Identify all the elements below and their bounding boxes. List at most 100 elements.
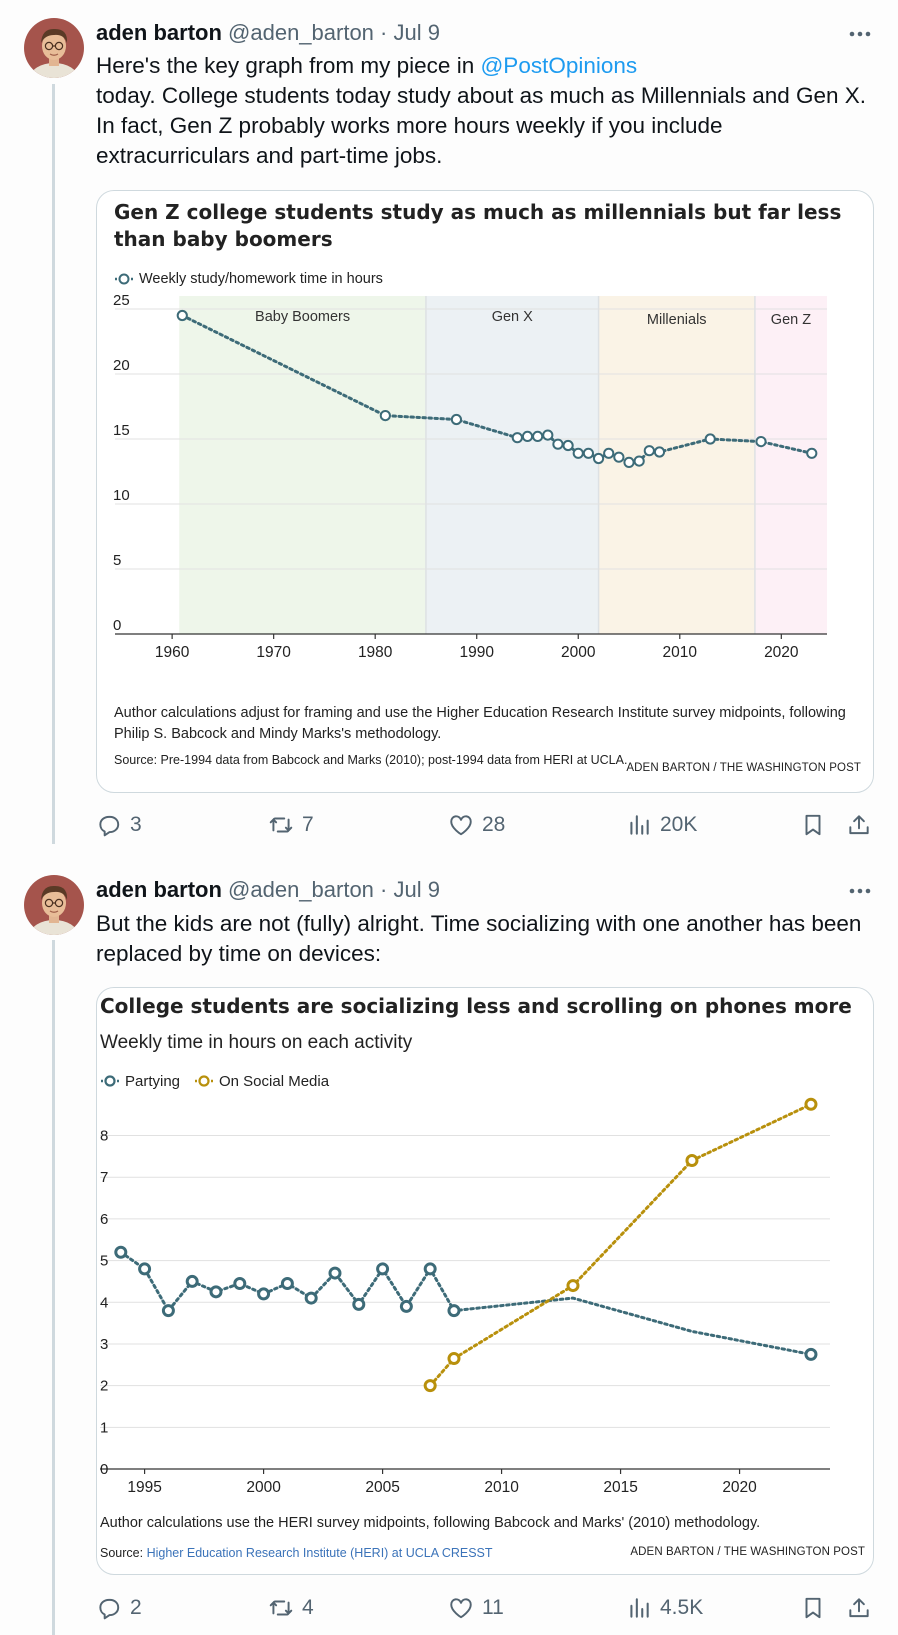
chart-note: Author calculations adjust for framing a… bbox=[114, 705, 846, 742]
data-point bbox=[572, 447, 584, 459]
more-icon[interactable] bbox=[846, 877, 874, 905]
reply-button[interactable]: 3 bbox=[96, 809, 142, 841]
reply-icon bbox=[99, 1598, 120, 1620]
tweet-header: aden barton @aden_barton · Jul 9 bbox=[96, 18, 440, 48]
data-point bbox=[257, 1287, 271, 1301]
tweet-text: Here's the key graph from my piece in @P… bbox=[96, 51, 876, 171]
y-tick-label: 15 bbox=[113, 422, 130, 439]
chart-card[interactable]: College students are socializing less an… bbox=[96, 987, 874, 1575]
share-button[interactable] bbox=[846, 809, 880, 841]
repost-count: 4 bbox=[302, 1596, 314, 1619]
x-tick-label: 1990 bbox=[459, 644, 494, 661]
avatar[interactable] bbox=[24, 18, 84, 78]
study-time-chart: Baby Boomers Gen X Millenials Gen Z 0 5 10 15 2… bbox=[113, 292, 827, 661]
avatar[interactable] bbox=[24, 875, 84, 935]
data-point bbox=[511, 432, 523, 444]
era-label: Millenials bbox=[647, 312, 707, 328]
data-point bbox=[209, 1285, 223, 1299]
views-button[interactable]: 4.5K bbox=[626, 1592, 703, 1624]
views-icon bbox=[630, 1598, 649, 1618]
era-label: Gen X bbox=[492, 309, 533, 325]
heart-icon bbox=[450, 815, 472, 836]
x-tick-label: 1980 bbox=[358, 644, 393, 661]
like-button[interactable]: 11 bbox=[448, 1592, 504, 1624]
repost-icon bbox=[269, 1600, 293, 1616]
repost-button[interactable]: 7 bbox=[268, 809, 314, 841]
data-point bbox=[552, 438, 564, 450]
y-tick-label: 25 bbox=[113, 292, 130, 309]
tweet-text: But the kids are not (fully) alright. Ti… bbox=[96, 911, 862, 966]
data-point bbox=[161, 1304, 175, 1318]
dot-separator: · bbox=[380, 877, 388, 902]
views-count: 4.5K bbox=[660, 1596, 704, 1619]
y-tick-label: 8 bbox=[100, 1128, 108, 1145]
data-point bbox=[304, 1291, 318, 1305]
data-point bbox=[643, 445, 655, 457]
legend-marker bbox=[115, 272, 133, 286]
data-point bbox=[582, 447, 595, 459]
source-link[interactable]: Higher Education Research Institute (HER… bbox=[146, 1546, 493, 1560]
reply-icon bbox=[99, 815, 120, 837]
like-button[interactable]: 28 bbox=[448, 809, 505, 841]
chart-subtitle: Weekly time in hours on each activity bbox=[100, 1032, 413, 1053]
views-button[interactable]: 20K bbox=[626, 809, 697, 841]
tweet-date[interactable]: Jul 9 bbox=[393, 20, 440, 45]
data-point bbox=[233, 1277, 247, 1290]
data-point bbox=[352, 1297, 366, 1311]
chart-card[interactable]: Gen Z college students study as much as … bbox=[96, 190, 874, 793]
share-button[interactable] bbox=[846, 1592, 880, 1624]
repost-button[interactable]: 4 bbox=[268, 1592, 314, 1624]
era-band-0 bbox=[179, 296, 426, 634]
author-name[interactable]: aden barton bbox=[96, 20, 222, 45]
legend-label: Weekly study/homework time in hours bbox=[139, 271, 383, 287]
x-tick-label: 2020 bbox=[764, 644, 799, 661]
reply-count: 3 bbox=[130, 813, 142, 836]
reply-button[interactable]: 2 bbox=[96, 1592, 142, 1624]
era-band-3 bbox=[754, 296, 827, 634]
thread-line bbox=[52, 84, 55, 844]
author-name[interactable]: aden barton bbox=[96, 877, 222, 902]
views-icon bbox=[630, 815, 649, 835]
like-count: 11 bbox=[482, 1596, 504, 1619]
y-tick-label: 3 bbox=[100, 1336, 108, 1353]
data-point bbox=[328, 1266, 342, 1280]
data-point bbox=[447, 1352, 461, 1366]
x-tick-label: 2005 bbox=[365, 1479, 399, 1496]
y-tick-label: 20 bbox=[113, 357, 130, 374]
mention-link[interactable]: @PostOpinions bbox=[480, 53, 638, 78]
series-line-0 bbox=[119, 1250, 813, 1356]
data-point bbox=[804, 1097, 818, 1111]
y-tick-label: 0 bbox=[100, 1461, 108, 1478]
data-point bbox=[423, 1379, 437, 1393]
bookmark-button[interactable] bbox=[800, 1592, 834, 1624]
era-band-1 bbox=[425, 296, 599, 634]
y-tick-label: 5 bbox=[100, 1253, 108, 1270]
x-tick-label: 2015 bbox=[603, 1479, 637, 1496]
data-point bbox=[447, 1304, 461, 1318]
heart-icon bbox=[450, 1598, 472, 1619]
more-icon[interactable] bbox=[846, 20, 874, 48]
socializing-chart: 0 1 2 3 4 5 6 7 8 1995 2000 2005 2010 2015 2020 bbox=[100, 1097, 830, 1496]
bookmark-button[interactable] bbox=[800, 809, 834, 841]
bookmark-icon bbox=[805, 1597, 821, 1619]
data-point bbox=[704, 433, 716, 445]
data-point bbox=[376, 1262, 390, 1276]
tweet-actions: 2 4 11 4.5K bbox=[96, 1592, 876, 1624]
author-handle[interactable]: @aden_barton bbox=[228, 20, 374, 45]
share-icon bbox=[849, 1598, 869, 1618]
like-count: 28 bbox=[482, 813, 506, 836]
y-tick-label: 6 bbox=[100, 1211, 108, 1228]
x-tick-label: 1970 bbox=[256, 644, 291, 661]
data-point bbox=[114, 1245, 128, 1259]
bookmark-icon bbox=[805, 814, 821, 836]
source-prefix: Source: bbox=[100, 1546, 147, 1560]
y-tick-label: 0 bbox=[113, 617, 121, 634]
data-point bbox=[138, 1262, 152, 1276]
y-tick-label: 2 bbox=[100, 1378, 108, 1395]
author-handle[interactable]: @aden_barton bbox=[228, 877, 374, 902]
x-tick-label: 2010 bbox=[663, 644, 698, 661]
chart-note: Author calculations use the HERI survey … bbox=[100, 1515, 761, 1531]
x-tick-label: 2000 bbox=[246, 1479, 281, 1496]
tweet-date[interactable]: Jul 9 bbox=[393, 877, 440, 902]
tweet-header: aden barton @aden_barton · Jul 9 bbox=[96, 875, 440, 905]
